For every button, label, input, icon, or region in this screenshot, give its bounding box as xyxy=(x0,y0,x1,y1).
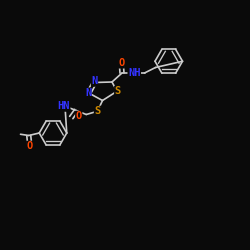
Text: NH: NH xyxy=(128,68,140,78)
Text: S: S xyxy=(115,86,121,96)
Text: HN: HN xyxy=(58,101,70,111)
Text: O: O xyxy=(118,58,124,68)
Text: S: S xyxy=(94,106,100,116)
Text: N: N xyxy=(92,76,98,86)
Text: O: O xyxy=(26,141,33,151)
Text: N: N xyxy=(85,88,91,98)
Text: O: O xyxy=(76,111,82,121)
